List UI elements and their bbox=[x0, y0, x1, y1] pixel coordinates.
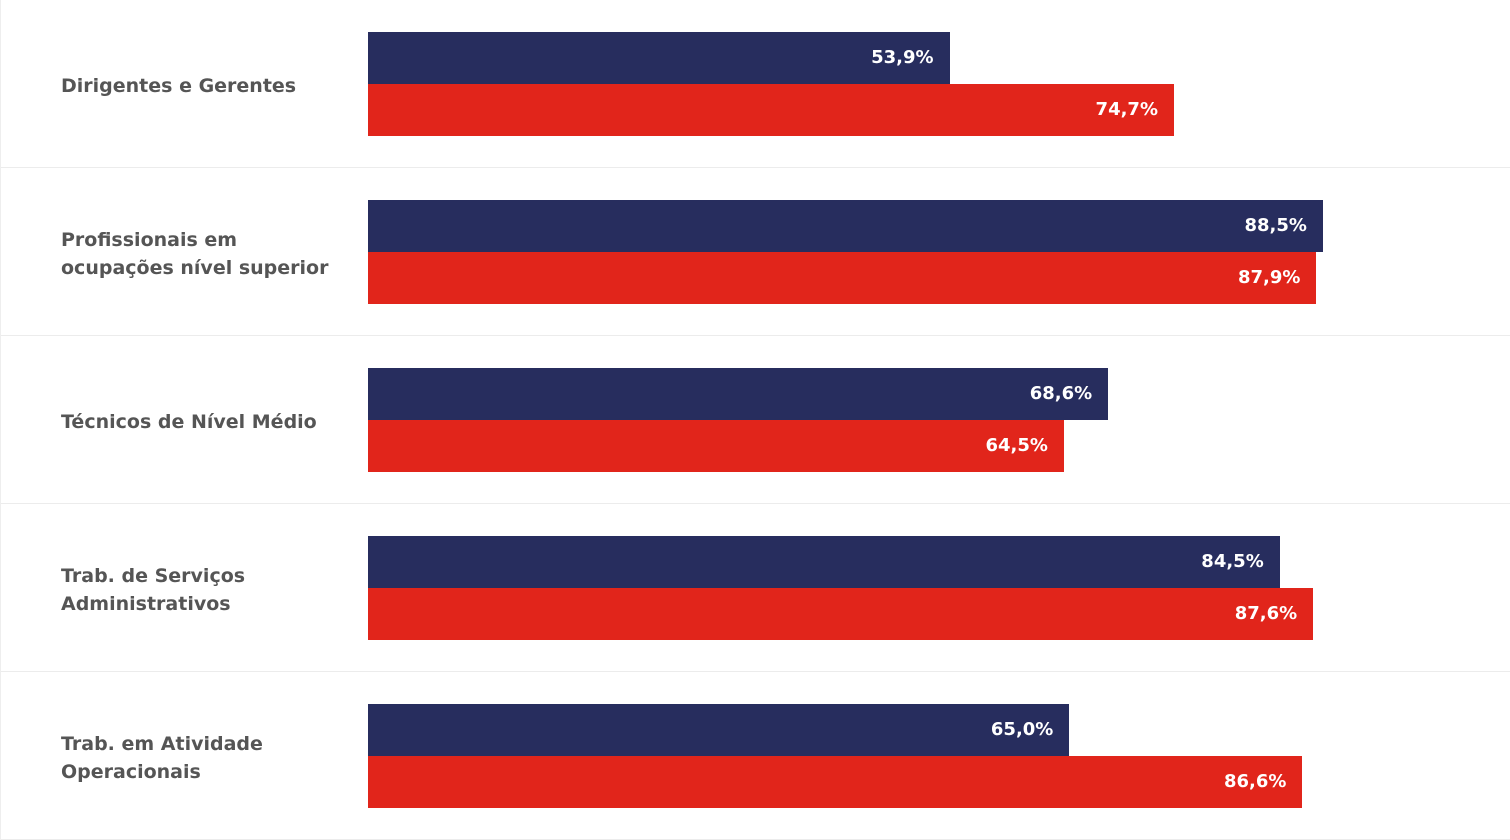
value-label: 86,6% bbox=[1223, 771, 1287, 792]
bar: 74,7% bbox=[368, 84, 1174, 136]
bar: 64,5% bbox=[368, 420, 1064, 472]
category-label: Trab. de Serviços Administrativos bbox=[61, 565, 246, 615]
category-label: Técnicos de Nível Médio bbox=[61, 411, 317, 433]
bar: 53,9% bbox=[368, 32, 950, 84]
value-label: 65,0% bbox=[990, 719, 1054, 740]
value-label: 68,6% bbox=[1029, 383, 1093, 404]
category-label: Trab. em Atividade Operacionais bbox=[61, 733, 263, 783]
bar: 88,5% bbox=[368, 200, 1323, 252]
row: Técnicos de Nível Médio 68,6% 64,5% bbox=[1, 336, 1510, 504]
value-label: 53,9% bbox=[871, 47, 934, 68]
value-label: 64,5% bbox=[985, 435, 1048, 456]
bar: 87,6% bbox=[368, 588, 1314, 640]
bar: 86,6% bbox=[368, 756, 1303, 808]
category-label: Dirigentes e Gerentes bbox=[61, 75, 297, 97]
bar: 65,0% bbox=[368, 704, 1070, 756]
row: Profissionais em ocupações nível superio… bbox=[1, 168, 1510, 336]
value-label: 88,5% bbox=[1244, 215, 1307, 236]
row: Dirigentes e Gerentes 53,9% 74,7% bbox=[1, 0, 1510, 168]
row: Trab. de Serviços Administrativos 84,5% 87… bbox=[1, 504, 1510, 672]
bar: 68,6% bbox=[368, 368, 1109, 420]
category-label: Profissionais em ocupações nível superio… bbox=[61, 229, 329, 279]
value-label: 84,5% bbox=[1201, 551, 1264, 572]
value-label: 87,9% bbox=[1237, 267, 1301, 288]
value-label: 74,7% bbox=[1095, 99, 1158, 120]
bar: 87,9% bbox=[368, 252, 1317, 304]
value-label: 87,6% bbox=[1234, 603, 1298, 624]
row: Trab. em Atividade Operacionais 65,0% 86,6… bbox=[1, 672, 1510, 840]
bar: 84,5% bbox=[368, 536, 1280, 588]
